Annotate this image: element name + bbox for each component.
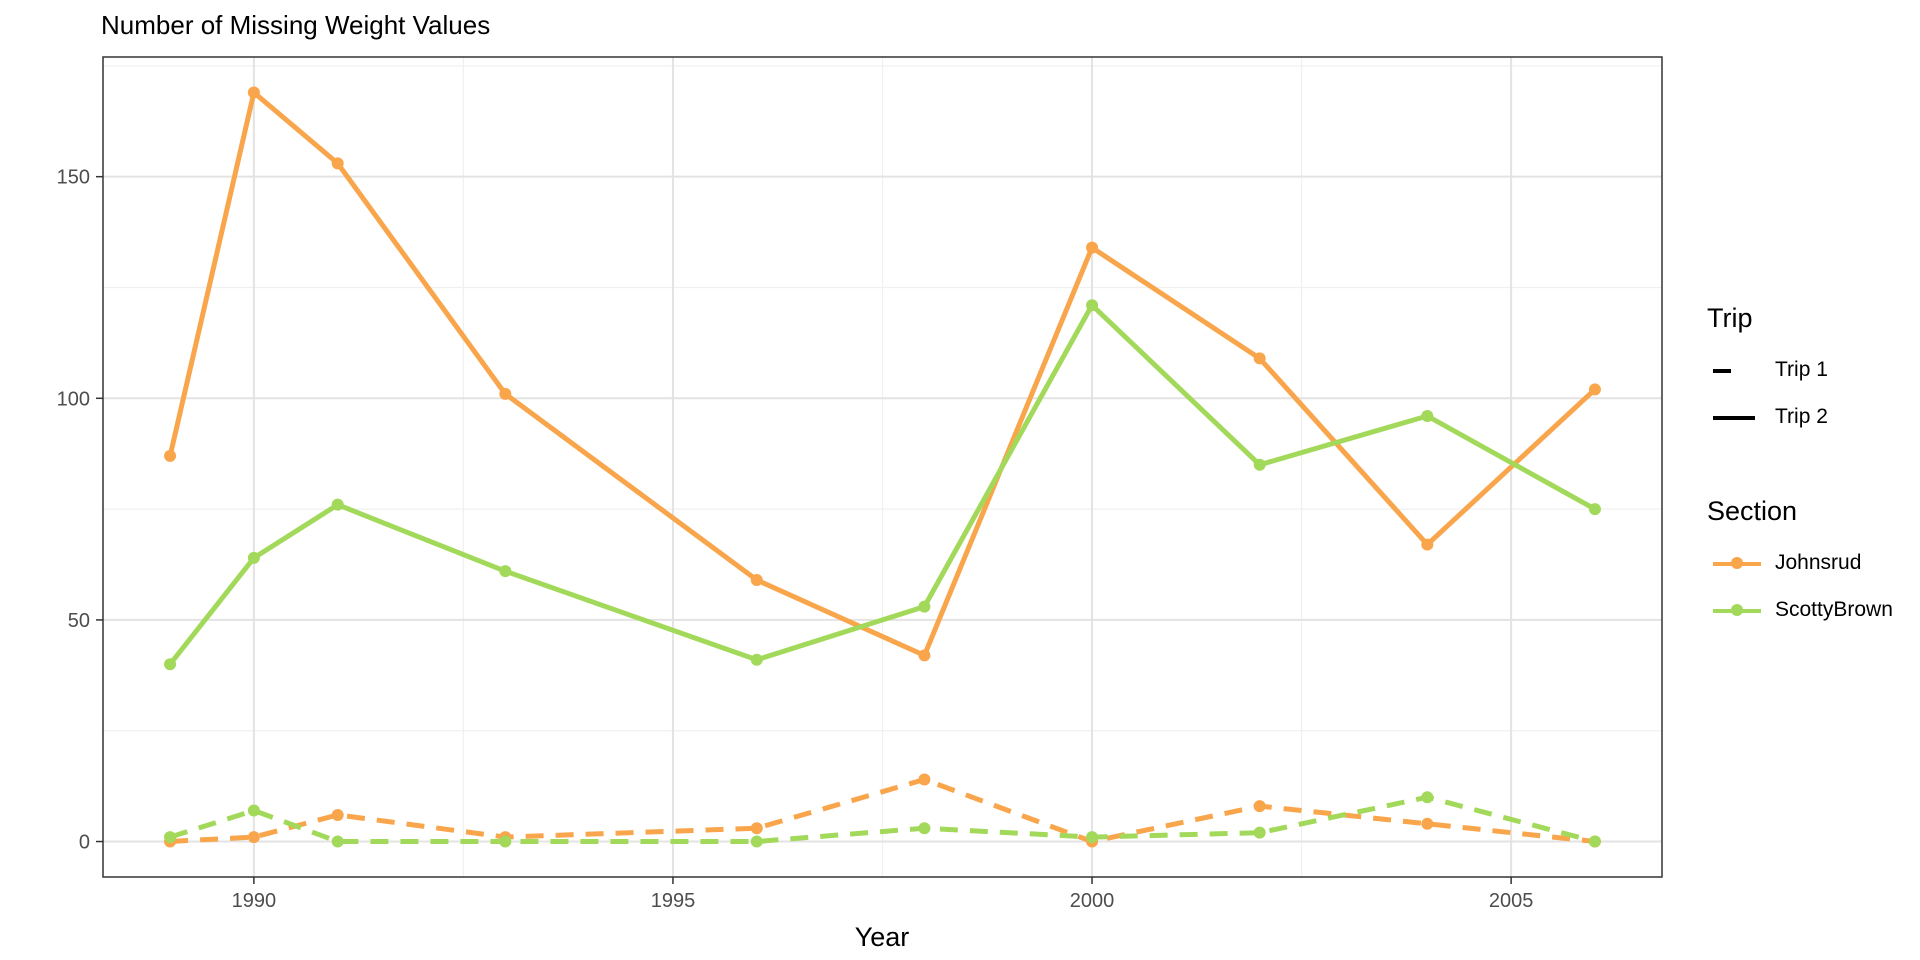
legend-section-title: Section	[1707, 496, 1798, 526]
data-point	[164, 831, 177, 844]
legend-item-johnsrud: Johnsrud	[1707, 539, 1893, 586]
y-tick-label: 0	[79, 832, 90, 854]
legend-item-trip-2: Trip 2	[1707, 393, 1828, 440]
series-line-scottybrown-trip-1	[169, 794, 1596, 844]
data-point	[1253, 458, 1266, 471]
legend-label: Trip 2	[1775, 404, 1828, 428]
legend-label: ScottyBrown	[1775, 597, 1893, 621]
legend-section: Section Johnsrud ScottyBrown	[1707, 496, 1893, 633]
data-point	[918, 600, 931, 613]
data-point	[750, 822, 763, 835]
legend-trip: Trip Trip 1 Trip 2	[1707, 303, 1828, 440]
x-tick-label: 1995	[651, 890, 696, 912]
x-tick-label: 1990	[232, 890, 277, 912]
data-point	[164, 658, 177, 671]
x-axis-title: Year	[855, 922, 910, 952]
data-point	[247, 551, 260, 564]
data-point	[1588, 503, 1601, 516]
data-point	[1253, 800, 1266, 813]
x-tick-label: 2000	[1070, 890, 1115, 912]
data-point	[1086, 299, 1099, 312]
y-tick-label: 150	[57, 167, 90, 189]
data-point	[331, 498, 344, 511]
data-point	[750, 835, 763, 848]
data-point	[247, 86, 260, 99]
data-point	[499, 387, 512, 400]
data-point	[331, 157, 344, 170]
y-tick-label: 100	[57, 388, 90, 410]
data-point	[499, 565, 512, 578]
dashed-line-key	[1707, 355, 1767, 385]
legend-trip-title: Trip	[1707, 303, 1753, 333]
chart-title: Number of Missing Weight Values	[101, 10, 491, 40]
data-point	[1253, 826, 1266, 839]
axes: 1990 1995 2000 2005 0 50 100 150	[57, 56, 1663, 912]
data-point	[1588, 383, 1601, 396]
x-tick-label: 2005	[1489, 890, 1534, 912]
legend-label: Johnsrud	[1775, 550, 1862, 574]
legend-item-scottybrown: ScottyBrown	[1707, 586, 1893, 633]
y-tick-label: 50	[68, 610, 90, 632]
data-point	[750, 653, 763, 666]
data-point	[1421, 410, 1434, 423]
data-point	[750, 574, 763, 587]
plot-border	[102, 56, 1663, 878]
data-point	[1588, 835, 1601, 848]
data-point	[331, 835, 344, 848]
data-point	[1253, 352, 1266, 365]
data-point	[1421, 538, 1434, 551]
johnsrud-key	[1707, 548, 1767, 578]
data-point	[331, 808, 344, 821]
data-point	[1086, 831, 1099, 844]
series-line-scottybrown-trip-2	[168, 302, 1597, 666]
series-line-johnsrud-trip-2	[167, 90, 1597, 658]
grid-lines	[103, 57, 1662, 877]
solid-line-key	[1707, 402, 1767, 432]
data-point	[164, 449, 177, 462]
legend-item-trip-1: Trip 1	[1707, 346, 1828, 393]
data-point	[918, 822, 931, 835]
data-point	[1421, 791, 1434, 804]
data-point	[499, 835, 512, 848]
data-point	[918, 649, 931, 662]
legend-label: Trip 1	[1775, 357, 1828, 381]
series-lines	[164, 86, 1601, 848]
scottybrown-key	[1707, 595, 1767, 625]
data-point	[1086, 241, 1099, 254]
data-point	[247, 804, 260, 817]
data-point	[247, 831, 260, 844]
data-point	[918, 773, 931, 786]
data-point	[1421, 817, 1434, 830]
